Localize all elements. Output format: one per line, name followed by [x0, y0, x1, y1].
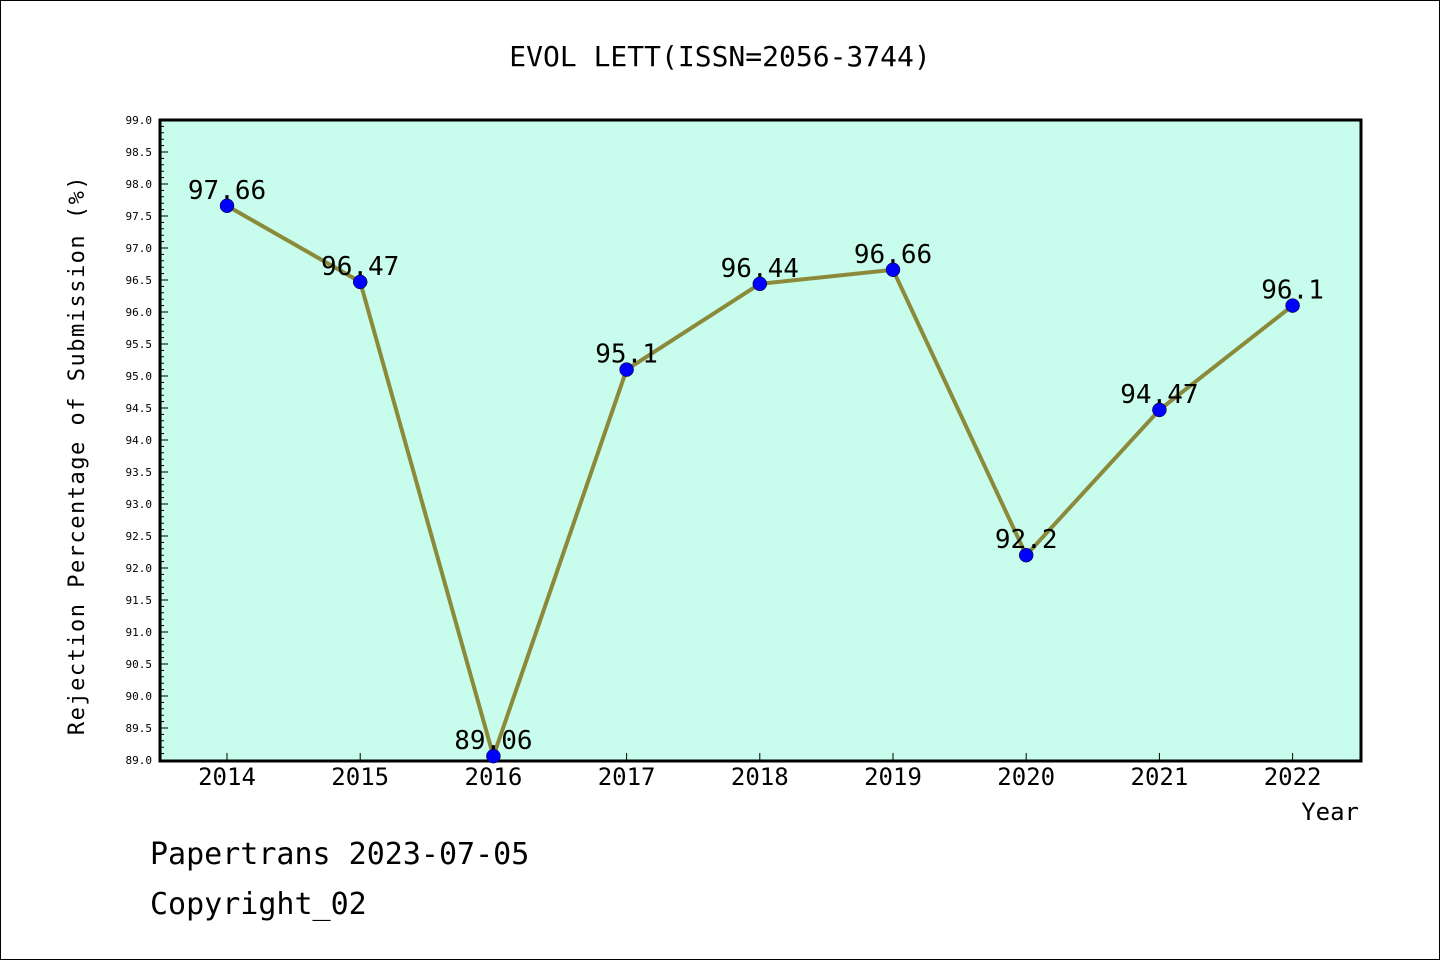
- y-tick-label: 92.0: [126, 562, 153, 575]
- y-tick-label: 96.0: [126, 306, 153, 319]
- x-tick-label: 2017: [598, 763, 656, 791]
- y-tick-label: 90.0: [126, 690, 153, 703]
- data-point: [752, 276, 768, 292]
- x-tick-label: 2015: [331, 763, 389, 791]
- y-tick-label: 90.5: [126, 658, 153, 671]
- y-tick-label: 92.5: [126, 530, 153, 543]
- y-tick-label: 98.0: [126, 178, 153, 191]
- footer-date: Papertrans 2023-07-05: [150, 837, 529, 872]
- x-tick-label: 2016: [465, 763, 523, 791]
- data-point: [1285, 298, 1300, 313]
- x-tick-label: 2019: [864, 763, 922, 791]
- data-point: [619, 362, 634, 377]
- data-point: [486, 748, 501, 764]
- data-label: 92.2: [995, 525, 1058, 555]
- data-label: 96.44: [721, 254, 799, 284]
- x-tick-label: 2018: [731, 763, 789, 791]
- y-tick-label: 91.0: [126, 626, 153, 639]
- y-tick-label: 89.0: [126, 754, 153, 767]
- data-label: 97.66: [188, 176, 266, 206]
- x-axis-label: Year: [1301, 798, 1359, 826]
- data-point: [352, 274, 368, 290]
- series-line-group: [219, 198, 1300, 764]
- y-tick-label: 89.5: [126, 722, 153, 735]
- chart-title: EVOL LETT(ISSN=2056-3744): [509, 40, 930, 73]
- y-tick-label: 98.5: [126, 146, 153, 159]
- data-point: [885, 262, 901, 278]
- x-tick-label: 2022: [1264, 763, 1322, 791]
- x-tick-label: 2021: [1131, 763, 1189, 791]
- x-tick-label: 2014: [198, 763, 256, 791]
- footer-copyright: Copyright_02: [150, 887, 367, 922]
- y-axis-label: Rejection Percentage of Submission (%): [65, 175, 90, 735]
- data-point: [1018, 547, 1034, 563]
- data-point: [219, 198, 235, 214]
- y-tick-label: 94.5: [126, 402, 153, 415]
- y-tick-label: 91.5: [126, 594, 153, 607]
- y-axis: 89.0 89.5 90.0 90.5 91.0 91.5 92.0 92.5 93.0 93.5…: [126, 114, 168, 767]
- plot-area: [158, 118, 1363, 763]
- data-label: 95.1: [595, 340, 658, 370]
- y-tick-label: 94.0: [126, 434, 153, 447]
- y-tick-label: 95.5: [126, 338, 153, 351]
- data-label: 96.47: [321, 252, 399, 282]
- y-tick-label: 95.0: [126, 370, 153, 383]
- x-tick-label: 2020: [997, 763, 1055, 791]
- data-label: 96.66: [854, 240, 932, 270]
- x-axis: 2014 2015 2016 2017 2018 2019 2020 2021 2022: [198, 753, 1321, 791]
- y-tick-label: 93.0: [126, 498, 153, 511]
- y-tick-label: 97.5: [126, 210, 153, 223]
- data-label: 89.06: [454, 726, 532, 756]
- data-label: 94.47: [1120, 380, 1198, 410]
- y-tick-label: 93.5: [126, 466, 153, 479]
- y-tick-label: 99.0: [126, 114, 153, 127]
- data-point: [1152, 402, 1167, 418]
- data-labels-group: 97.66 96.47 89.06 95.1 96.44 96.66 92.2 94.47 96…: [188, 176, 1324, 756]
- y-tick-label: 97.0: [126, 242, 153, 255]
- y-tick-label: 96.5: [126, 274, 153, 287]
- data-label: 96.1: [1261, 276, 1324, 306]
